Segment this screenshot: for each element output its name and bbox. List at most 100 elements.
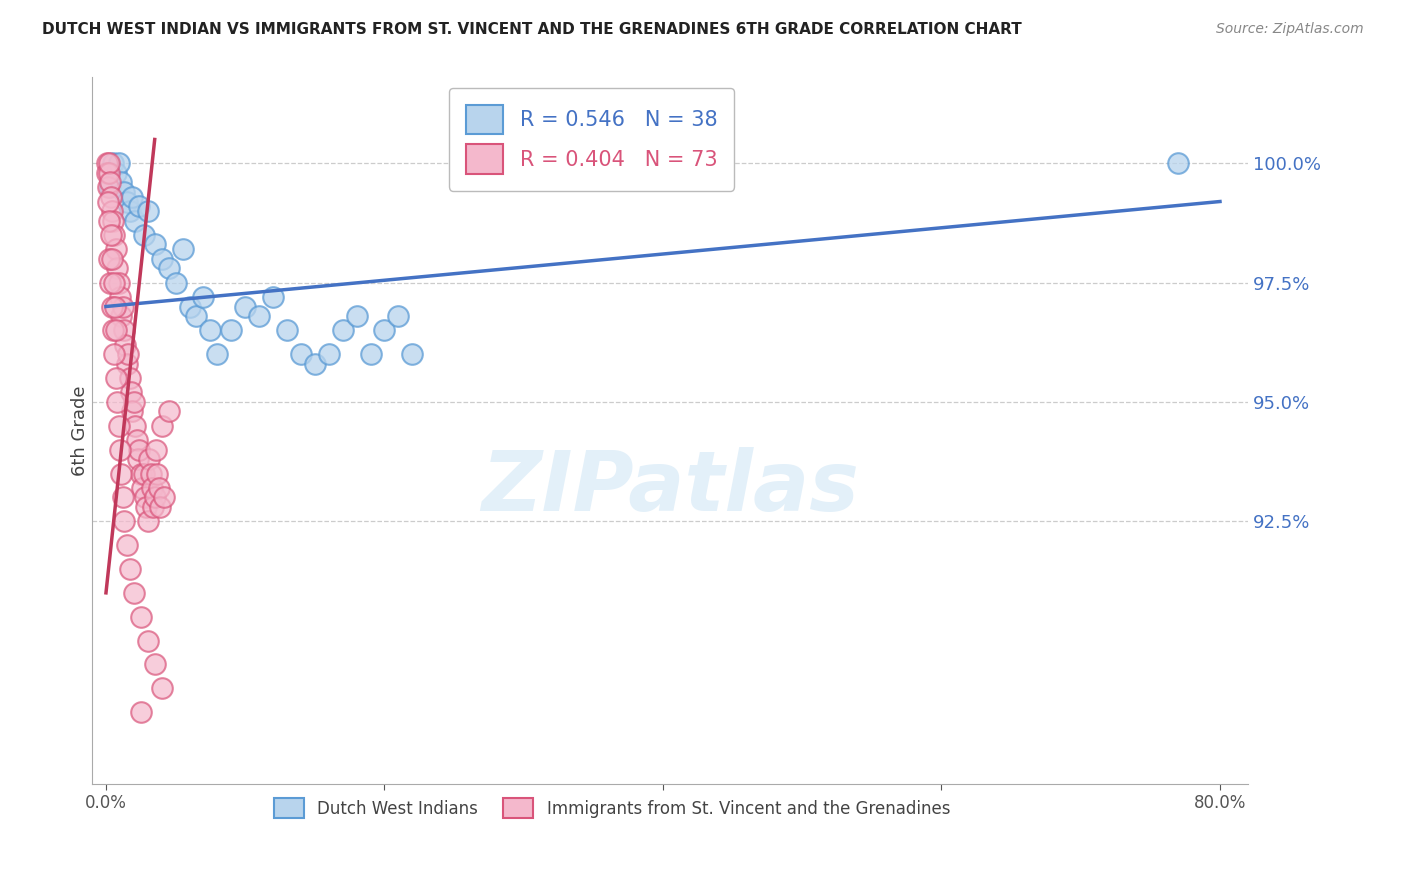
- Point: [112, 323, 135, 337]
- Point: [107, 418, 129, 433]
- Point: [115, 194, 138, 209]
- Point: [118, 562, 141, 576]
- Point: [108, 290, 131, 304]
- Point: [132, 227, 155, 242]
- Point: [104, 300, 127, 314]
- Point: [115, 538, 138, 552]
- Point: [97, 166, 120, 180]
- Point: [101, 213, 124, 227]
- Point: [139, 467, 162, 481]
- Point: [131, 481, 153, 495]
- Point: [157, 404, 180, 418]
- Point: [186, 309, 208, 323]
- Point: [221, 323, 243, 337]
- Point: [127, 452, 149, 467]
- Point: [193, 290, 215, 304]
- Text: Source: ZipAtlas.com: Source: ZipAtlas.com: [1216, 22, 1364, 37]
- Point: [103, 227, 125, 242]
- Legend: Dutch West Indians, Immigrants from St. Vincent and the Grenadines: Dutch West Indians, Immigrants from St. …: [267, 791, 957, 825]
- Point: [101, 323, 124, 337]
- Point: [360, 347, 382, 361]
- Point: [100, 227, 122, 242]
- Point: [143, 237, 166, 252]
- Point: [98, 180, 121, 194]
- Point: [142, 500, 165, 514]
- Point: [135, 500, 157, 514]
- Point: [98, 213, 121, 227]
- Point: [121, 190, 143, 204]
- Point: [112, 185, 135, 199]
- Point: [124, 213, 146, 227]
- Point: [143, 491, 166, 505]
- Point: [129, 609, 152, 624]
- Point: [118, 371, 141, 385]
- Point: [373, 323, 395, 337]
- Point: [145, 442, 167, 457]
- Point: [129, 467, 152, 481]
- Point: [124, 418, 146, 433]
- Point: [118, 204, 141, 219]
- Point: [233, 300, 256, 314]
- Point: [111, 300, 134, 314]
- Point: [332, 323, 354, 337]
- Point: [136, 204, 159, 219]
- Point: [122, 586, 145, 600]
- Point: [207, 347, 229, 361]
- Point: [100, 204, 122, 219]
- Point: [165, 276, 187, 290]
- Point: [97, 252, 120, 266]
- Point: [105, 323, 128, 337]
- Point: [346, 309, 368, 323]
- Point: [111, 491, 134, 505]
- Text: ZIPatlas: ZIPatlas: [481, 447, 859, 527]
- Point: [150, 418, 173, 433]
- Point: [97, 194, 120, 209]
- Point: [276, 323, 298, 337]
- Point: [104, 242, 127, 256]
- Point: [114, 337, 136, 351]
- Point: [108, 442, 131, 457]
- Point: [101, 252, 124, 266]
- Point: [157, 261, 180, 276]
- Point: [128, 199, 150, 213]
- Point: [117, 347, 139, 361]
- Point: [150, 681, 173, 696]
- Point: [103, 347, 125, 361]
- Text: DUTCH WEST INDIAN VS IMMIGRANTS FROM ST. VINCENT AND THE GRENADINES 6TH GRADE CO: DUTCH WEST INDIAN VS IMMIGRANTS FROM ST.…: [42, 22, 1022, 37]
- Point: [136, 633, 159, 648]
- Point: [129, 705, 152, 719]
- Point: [200, 323, 222, 337]
- Point: [1167, 156, 1189, 170]
- Point: [96, 156, 118, 170]
- Point: [153, 491, 176, 505]
- Point: [110, 309, 132, 323]
- Point: [387, 309, 409, 323]
- Point: [318, 347, 340, 361]
- Point: [103, 276, 125, 290]
- Point: [125, 433, 148, 447]
- Point: [122, 395, 145, 409]
- Point: [172, 242, 194, 256]
- Point: [107, 156, 129, 170]
- Point: [150, 252, 173, 266]
- Point: [141, 481, 163, 495]
- Point: [104, 166, 127, 180]
- Point: [98, 176, 121, 190]
- Point: [148, 481, 170, 495]
- Point: [143, 657, 166, 672]
- Point: [98, 156, 121, 170]
- Y-axis label: 6th Grade: 6th Grade: [72, 385, 89, 475]
- Point: [100, 300, 122, 314]
- Point: [96, 166, 118, 180]
- Point: [110, 176, 132, 190]
- Point: [247, 309, 270, 323]
- Point: [290, 347, 312, 361]
- Point: [121, 404, 143, 418]
- Point: [179, 300, 201, 314]
- Point: [104, 371, 127, 385]
- Point: [136, 514, 159, 528]
- Point: [149, 500, 172, 514]
- Point: [120, 385, 142, 400]
- Point: [112, 514, 135, 528]
- Point: [115, 357, 138, 371]
